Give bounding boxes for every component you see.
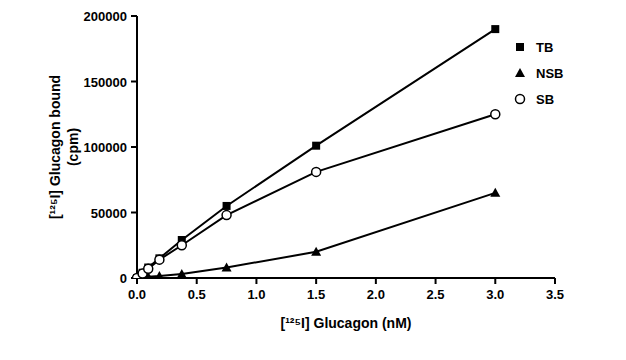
x-tick-label: 2.0 (367, 287, 385, 302)
data-point (154, 271, 164, 278)
data-point (490, 188, 500, 197)
y-tick-label: 0 (120, 271, 127, 286)
data-point (223, 202, 231, 210)
y-tick (131, 15, 137, 17)
y-tick-label: 150000 (84, 75, 127, 90)
x-tick-label: 1.5 (307, 287, 325, 302)
x-tick (494, 278, 496, 284)
y-tick-label: 200000 (84, 9, 127, 24)
y-axis-label: [¹²⁵I] Glucagon bound (47, 75, 63, 219)
legend-marker (516, 95, 525, 104)
legend-label: TB (536, 40, 553, 55)
data-point (491, 110, 500, 119)
chart: 0.0 0.5 1.0 1.5 2.0 2.5 3.0 3.5 0 50000 100000 1500… (0, 0, 626, 360)
series-line (137, 29, 495, 278)
series-line (137, 193, 495, 278)
x-tick-label: 0.5 (188, 287, 206, 302)
x-tick-label: 2.5 (427, 287, 445, 302)
data-point (222, 263, 232, 272)
y-tick-label: 100000 (84, 140, 127, 155)
y-tick (131, 212, 137, 214)
y-tick (131, 81, 137, 83)
data-point (177, 241, 186, 250)
data-point (312, 167, 321, 176)
legend-marker (516, 43, 524, 51)
x-tick-label: 3.0 (486, 287, 504, 302)
x-tick (196, 278, 198, 284)
x-tick-label: 3.5 (546, 287, 564, 302)
x-tick-label: 0.0 (128, 287, 146, 302)
data-point (177, 269, 187, 278)
legend-label: SB (536, 92, 554, 107)
data-point (155, 255, 164, 264)
data-point (312, 142, 320, 150)
x-tick (554, 278, 556, 284)
legend: TB NSB SB (515, 40, 563, 107)
plot-area (132, 25, 500, 278)
x-tick (435, 278, 437, 284)
data-point (491, 25, 499, 33)
legend-marker (515, 68, 525, 77)
x-axis (137, 277, 555, 279)
legend-label: NSB (536, 66, 563, 81)
x-tick (315, 278, 317, 284)
x-tick (255, 278, 257, 284)
x-tick-label: 1.0 (247, 287, 265, 302)
y-axis-label: (cpm) (65, 128, 81, 166)
y-tick (131, 146, 137, 148)
x-axis-label: [¹²⁵I] Glucagon (nM) (281, 315, 412, 331)
x-tick (375, 278, 377, 284)
data-point (144, 264, 153, 273)
series-line (137, 114, 495, 278)
data-point (311, 247, 321, 256)
data-point (222, 211, 231, 220)
y-tick-label: 50000 (91, 206, 127, 221)
